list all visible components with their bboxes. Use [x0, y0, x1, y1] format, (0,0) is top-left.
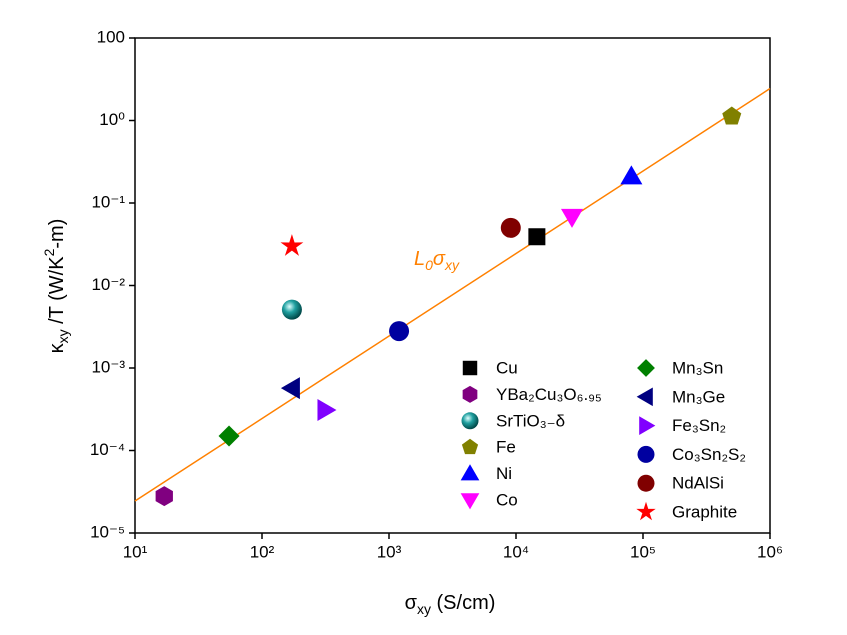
x-tick-label: 10² [250, 542, 275, 561]
data-point [281, 299, 302, 320]
legend-label: SrTiO₃₋δ [496, 411, 565, 430]
data-point [500, 217, 521, 238]
data-point [155, 486, 173, 507]
legend-marker [460, 493, 480, 510]
x-tick-label: 10⁵ [630, 542, 656, 561]
data-point [722, 106, 742, 125]
y-tick-label: 10⁻⁴ [90, 440, 125, 459]
x-tick-label: 10¹ [123, 542, 148, 561]
y-axis-title-part: 2 [41, 248, 57, 256]
legend-label: YBa₂Cu₃O₆.₉₅ [496, 385, 602, 404]
y-axis-title-part: κ [46, 342, 68, 353]
y-axis-title-part: /T (W/K [46, 256, 68, 330]
line-annotation-part: L [414, 248, 425, 270]
legend-label: Fe₃Sn₂ [672, 416, 726, 435]
data-point [218, 425, 240, 447]
legend-marker [636, 387, 653, 407]
line-annotation-part: xy [444, 257, 460, 273]
legend-marker [461, 438, 479, 455]
legend-marker [637, 359, 655, 377]
y-tick-label: 100 [97, 27, 125, 46]
data-point [280, 234, 304, 256]
y-axis-title: κxy /T (W/K2-m) [41, 219, 71, 354]
data-point [317, 398, 337, 421]
legend-marker [637, 445, 655, 463]
x-tick-label: 10⁴ [503, 542, 529, 561]
x-tick-label: 10³ [377, 542, 402, 561]
legend-marker [462, 360, 478, 376]
line-annotation: L0σxy [414, 248, 460, 272]
data-point [620, 165, 643, 185]
legend-label: Mn₃Sn [672, 358, 723, 377]
legend-label: Ni [496, 464, 512, 483]
legend-label: NdAlSi [672, 474, 724, 493]
legend-marker [460, 464, 480, 481]
y-tick-label: 10⁻³ [91, 357, 125, 376]
y-tick-label: 10⁻¹ [91, 192, 125, 211]
data-point [280, 377, 300, 400]
legend-label: Mn₃Ge [672, 387, 725, 406]
legend-label: Co [496, 490, 518, 509]
data-point [389, 321, 410, 342]
legend-marker [461, 412, 479, 430]
line-annotation-part: σ [433, 248, 446, 270]
x-tick-label: 10⁶ [757, 542, 783, 561]
legend-marker [637, 474, 655, 492]
x-axis-title-part: xy [417, 601, 431, 617]
data-point [528, 228, 546, 246]
y-axis-title-part: xy [55, 329, 71, 343]
y-axis-title-part: -m) [46, 219, 68, 249]
legend-marker [639, 416, 656, 435]
y-tick-label: 10⁻⁵ [90, 522, 125, 541]
legend-marker [462, 385, 478, 403]
x-axis-title-part: σ [405, 592, 418, 614]
data-point [560, 208, 583, 228]
fit-line [134, 87, 771, 502]
y-tick-label: 10⁻² [91, 275, 125, 294]
x-axis-title-part: (S/cm) [431, 592, 495, 614]
legend-label: Graphite [672, 502, 737, 521]
x-axis-title: σxy (S/cm) [405, 592, 496, 616]
line-annotation-part: 0 [425, 257, 433, 273]
legend-marker [636, 501, 656, 521]
legend-label: Fe [496, 438, 516, 457]
y-tick-label: 10⁰ [99, 110, 125, 129]
legend-label: Cu [496, 358, 518, 377]
legend-label: Co₃Sn₂S₂ [672, 445, 746, 464]
